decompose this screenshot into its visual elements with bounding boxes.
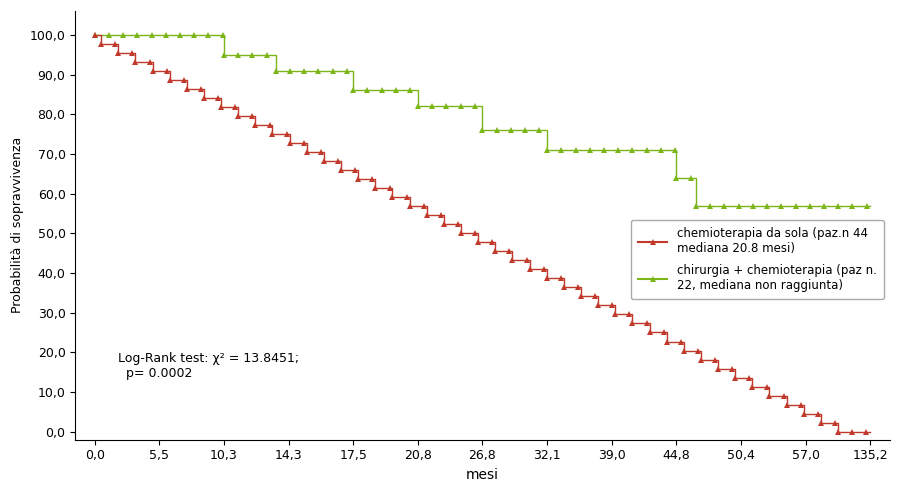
Y-axis label: Probabilità di sopravvivenza: Probabilità di sopravvivenza: [11, 137, 24, 314]
X-axis label: mesi: mesi: [466, 468, 499, 482]
Text: Log-Rank test: χ² = 13.8451;
  p= 0.0002: Log-Rank test: χ² = 13.8451; p= 0.0002: [118, 352, 299, 380]
Legend: chemioterapia da sola (paz.n 44
mediana 20.8 mesi), chirurgia + chemioterapia (p: chemioterapia da sola (paz.n 44 mediana …: [630, 220, 884, 299]
